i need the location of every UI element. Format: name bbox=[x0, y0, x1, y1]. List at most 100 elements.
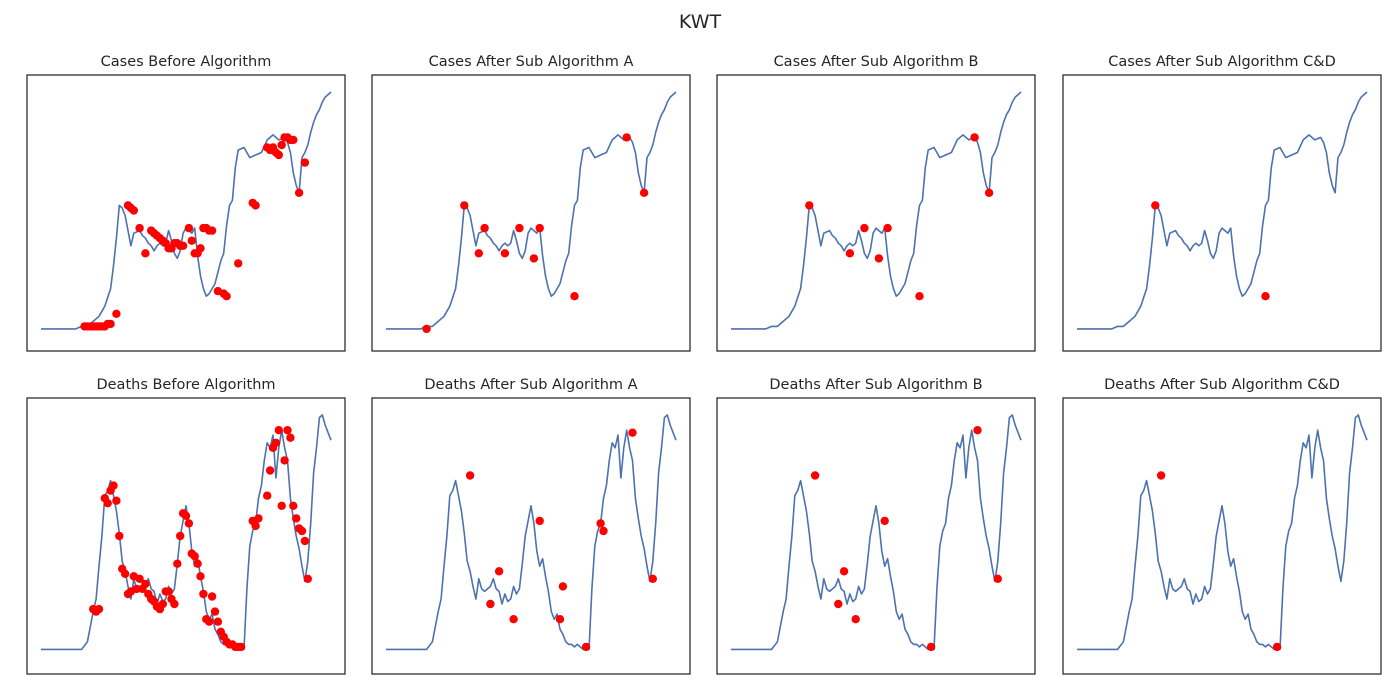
plot-frame bbox=[371, 74, 691, 352]
subplot-5: Deaths Before Algorithm bbox=[26, 377, 346, 675]
subplot-6: Deaths After Sub Algorithm A bbox=[371, 377, 691, 675]
subplot-title: Deaths After Sub Algorithm B bbox=[769, 377, 982, 393]
plot-frame bbox=[26, 397, 346, 675]
data-point-marker bbox=[207, 226, 217, 235]
data-point-marker bbox=[300, 158, 310, 167]
subplot-title: Cases After Sub Algorithm C&D bbox=[1108, 54, 1336, 70]
series-line bbox=[731, 414, 1022, 651]
data-point-marker bbox=[129, 206, 138, 215]
series-line bbox=[41, 91, 332, 330]
data-point-marker bbox=[599, 526, 608, 536]
subplot-title: Deaths After Sub Algorithm C&D bbox=[1104, 377, 1340, 393]
data-point-marker bbox=[805, 201, 814, 210]
data-point-marker bbox=[193, 559, 202, 568]
data-point-marker bbox=[199, 589, 208, 599]
data-point-marker bbox=[422, 324, 431, 334]
data-point-marker bbox=[109, 481, 118, 490]
data-point-marker bbox=[170, 599, 179, 609]
data-point-marker bbox=[112, 309, 121, 318]
data-point-marker bbox=[178, 241, 188, 250]
data-point-marker bbox=[196, 244, 205, 253]
data-point-marker bbox=[810, 471, 820, 480]
data-point-marker bbox=[103, 499, 112, 508]
data-point-marker bbox=[251, 201, 260, 210]
data-point-marker bbox=[286, 433, 295, 442]
data-point-marker bbox=[176, 531, 185, 541]
data-point-marker bbox=[993, 574, 1002, 583]
data-point-marker bbox=[294, 188, 304, 197]
data-point-marker bbox=[648, 574, 657, 583]
data-point-marker bbox=[274, 426, 283, 435]
data-point-marker bbox=[973, 426, 982, 435]
subplot-title: Deaths After Sub Algorithm A bbox=[424, 377, 637, 393]
data-point-marker bbox=[926, 642, 936, 652]
data-point-marker bbox=[141, 249, 150, 258]
data-point-marker bbox=[132, 584, 141, 594]
data-point-marker bbox=[474, 249, 483, 258]
plot-frame bbox=[1062, 397, 1382, 675]
data-point-marker bbox=[187, 236, 196, 245]
subplot-2: Cases After Sub Algorithm A bbox=[371, 54, 691, 352]
data-point-marker bbox=[141, 579, 150, 589]
data-point-marker bbox=[292, 514, 301, 523]
data-point-marker bbox=[303, 574, 312, 583]
data-point-marker bbox=[486, 599, 495, 609]
data-point-marker bbox=[970, 133, 979, 142]
subplot-title: Cases After Sub Algorithm B bbox=[774, 54, 979, 70]
data-point-marker bbox=[494, 567, 504, 576]
data-point-marker bbox=[300, 536, 310, 546]
data-point-marker bbox=[120, 569, 130, 578]
data-point-marker bbox=[213, 617, 223, 626]
data-point-marker bbox=[115, 531, 124, 541]
plot-frame bbox=[1062, 74, 1382, 352]
data-point-marker bbox=[280, 456, 289, 465]
data-point-marker bbox=[173, 559, 182, 568]
data-point-marker bbox=[500, 249, 510, 258]
data-point-marker bbox=[480, 223, 489, 233]
data-point-marker bbox=[555, 615, 565, 624]
data-point-marker bbox=[984, 188, 994, 197]
data-point-marker bbox=[570, 292, 579, 301]
data-point-marker bbox=[158, 599, 167, 609]
data-point-marker bbox=[874, 254, 884, 263]
data-point-marker bbox=[1156, 471, 1166, 480]
data-point-marker bbox=[254, 514, 263, 523]
data-point-marker bbox=[834, 599, 843, 609]
data-point-marker bbox=[184, 519, 194, 528]
data-point-marker bbox=[164, 587, 173, 596]
data-point-marker bbox=[181, 511, 191, 520]
data-point-marker bbox=[251, 521, 260, 531]
data-point-marker bbox=[529, 254, 539, 263]
data-point-marker bbox=[265, 466, 275, 475]
data-point-marker bbox=[207, 592, 217, 601]
data-point-marker bbox=[190, 552, 199, 561]
data-point-marker bbox=[596, 519, 605, 528]
data-point-marker bbox=[289, 135, 298, 145]
data-point-marker bbox=[581, 642, 591, 652]
data-point-marker bbox=[851, 615, 860, 624]
data-point-marker bbox=[1151, 201, 1160, 210]
plot-frame bbox=[26, 74, 346, 352]
data-point-marker bbox=[184, 223, 194, 233]
data-point-marker bbox=[622, 133, 631, 142]
data-point-marker bbox=[277, 501, 286, 510]
data-point-marker bbox=[509, 615, 518, 624]
data-point-marker bbox=[845, 249, 855, 258]
subplot-title: Cases After Sub Algorithm A bbox=[429, 54, 634, 70]
data-point-marker bbox=[915, 292, 924, 301]
subplot-3: Cases After Sub Algorithm B bbox=[716, 54, 1036, 352]
data-point-marker bbox=[880, 516, 889, 526]
data-point-marker bbox=[465, 471, 475, 480]
data-point-marker bbox=[135, 223, 144, 233]
subplot-1: Cases Before Algorithm bbox=[26, 54, 346, 352]
data-point-marker bbox=[222, 292, 231, 301]
data-point-marker bbox=[283, 426, 292, 435]
series-line bbox=[1077, 414, 1368, 651]
series-line bbox=[386, 414, 677, 651]
subplot-grid: Cases Before Algorithm Cases After Sub Al… bbox=[26, 54, 1382, 675]
data-point-marker bbox=[263, 491, 272, 500]
series-line bbox=[41, 414, 332, 651]
data-point-marker bbox=[628, 428, 637, 437]
data-point-marker bbox=[196, 572, 205, 581]
